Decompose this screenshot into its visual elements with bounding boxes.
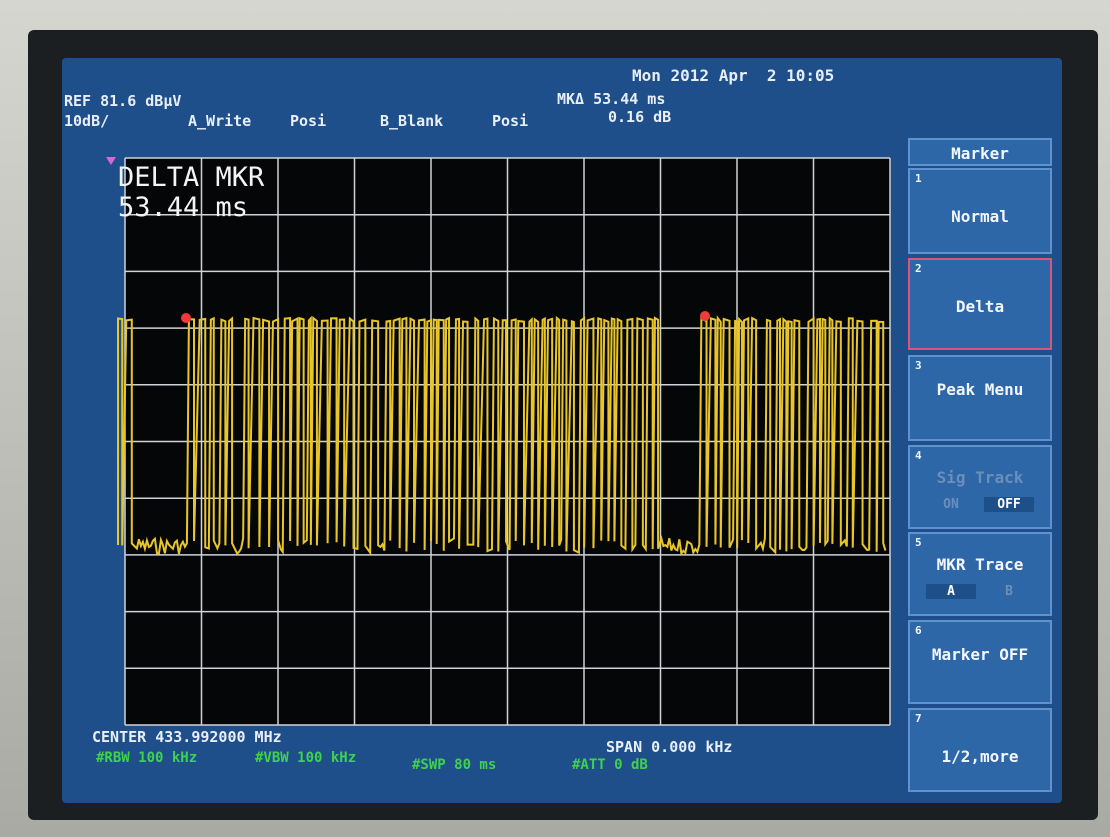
softkey-number: 6	[915, 624, 922, 637]
softkey-label: Normal	[951, 207, 1009, 226]
option[interactable]: ON	[943, 497, 959, 512]
softkey-number: 4	[915, 449, 922, 462]
softkey[interactable]: 1 Normal	[908, 168, 1052, 254]
softkey-label: 1/2,more	[941, 747, 1019, 766]
marker-readout: MKΔ 53.44 ms	[557, 90, 666, 108]
menu-title: Marker	[908, 138, 1052, 166]
option[interactable]: OFF	[984, 497, 1034, 512]
datetime: Mon 2012 Apr 2 10:05	[632, 66, 835, 85]
overlay-value: 53.44 ms	[118, 192, 249, 223]
overlay-title: DELTA MKR	[118, 162, 265, 193]
softkey[interactable]: 5 MKR Trace A B	[908, 532, 1052, 616]
softkey[interactable]: 7 1/2,more	[908, 708, 1052, 792]
trace-b: B_Blank	[380, 112, 444, 130]
softkey-label: MKR Trace	[936, 555, 1024, 574]
att: #ATT 0 dB	[572, 757, 648, 773]
option[interactable]: B	[1005, 584, 1013, 599]
option[interactable]: A	[926, 584, 976, 599]
ref-indicator	[106, 157, 116, 165]
pos-a: Posi	[290, 112, 327, 130]
softkey-label: Delta	[955, 297, 1005, 316]
marker-ref	[181, 313, 191, 323]
softkey-label: Sig Track	[936, 468, 1024, 487]
softkey-label: Marker OFF	[931, 645, 1029, 664]
softkey[interactable]: 2 Delta	[908, 258, 1052, 350]
softkey-number: 1	[915, 172, 922, 185]
option-row: ON OFF	[910, 493, 1050, 512]
marker-delta	[700, 311, 710, 321]
softkey-label: Peak Menu	[936, 380, 1024, 399]
pos-b: Posi	[492, 112, 529, 130]
softkey-number: 2	[915, 262, 922, 275]
trace	[117, 315, 887, 556]
ref-level: REF 81.6 dBµV	[64, 92, 182, 110]
trace-a: A_Write	[188, 112, 252, 130]
softkey[interactable]: 6 Marker OFF	[908, 620, 1052, 704]
softkey-number: 5	[915, 536, 922, 549]
swp: #SWP 80 ms	[412, 757, 497, 773]
marker-level: 0.16 dB	[608, 108, 672, 126]
softkey[interactable]: 3 Peak Menu	[908, 355, 1052, 441]
span: SPAN 0.000 kHz	[606, 738, 733, 756]
scale: 10dB/	[64, 112, 110, 130]
softkey-number: 7	[915, 712, 922, 725]
center-freq: CENTER 433.992000 MHz	[92, 728, 282, 746]
rbw: #RBW 100 kHz	[96, 750, 198, 766]
softkey-number: 3	[915, 359, 922, 372]
vbw: #VBW 100 kHz	[255, 750, 357, 766]
softkey[interactable]: 4 Sig Track ON OFF	[908, 445, 1052, 529]
